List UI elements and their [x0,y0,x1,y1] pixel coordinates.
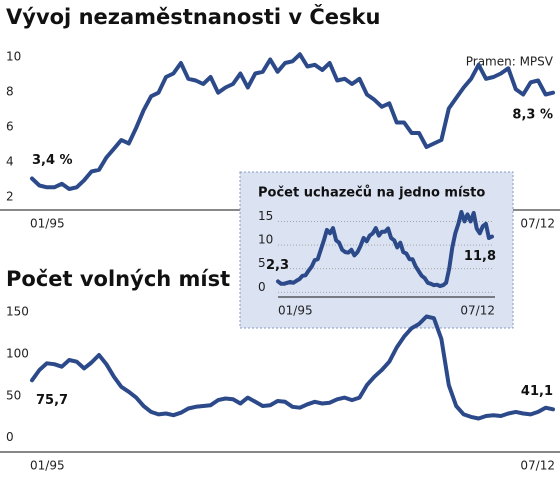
y-tick-label: 6 [6,120,14,134]
x-tick-label: 01/95 [30,459,65,473]
value-label: 11,8 [464,249,496,264]
x-tick-label: 07/12 [520,459,555,473]
y-tick-label: 0 [6,430,14,444]
y-tick-label: 4 [6,155,14,169]
x-tick-label: 07/12 [520,217,555,231]
y-tick-label: 5 [258,256,266,270]
data-line [276,210,494,289]
data-line [30,314,555,421]
vacancies-chart: Počet volných míst 0 50 100 150 01/95 07/12 75,… [0,267,560,473]
inset-panel [239,171,514,329]
unemployment-chart: Vývoj nezaměstnanosti v Česku Pramen: MPS… [0,4,560,231]
chart-title: Vývoj nezaměstnanosti v Česku [6,4,380,29]
y-tick-label: 10 [258,233,273,247]
value-label: 3,4 % [32,153,73,168]
value-label: 8,3 % [512,107,553,122]
y-tick-label: 100 [6,347,29,361]
x-tick-label: 01/95 [278,304,313,318]
value-label: 2,3 [266,258,289,273]
y-tick-label: 15 [258,209,273,223]
chart-title: Počet uchazečů na jedno místo [258,186,485,201]
source: Pramen: MPSV [466,55,554,69]
x-tick-label: 01/95 [30,217,65,231]
data-line [30,52,555,191]
y-tick-label: 150 [6,305,29,319]
y-tick-label: 8 [6,85,14,99]
inset-chart: Počet uchazečů na jedno místo 0 5 10 15 01/95… [258,186,496,318]
y-tick-label: 2 [6,190,14,204]
y-tick-label: 50 [6,388,21,402]
value-label: 75,7 [36,393,68,408]
y-tick-label: 10 [6,50,21,64]
value-label: 41,1 [521,384,553,399]
chart-title: Počet volných míst [6,267,230,291]
x-tick-label: 07/12 [460,304,495,318]
y-tick-label: 0 [258,280,266,294]
